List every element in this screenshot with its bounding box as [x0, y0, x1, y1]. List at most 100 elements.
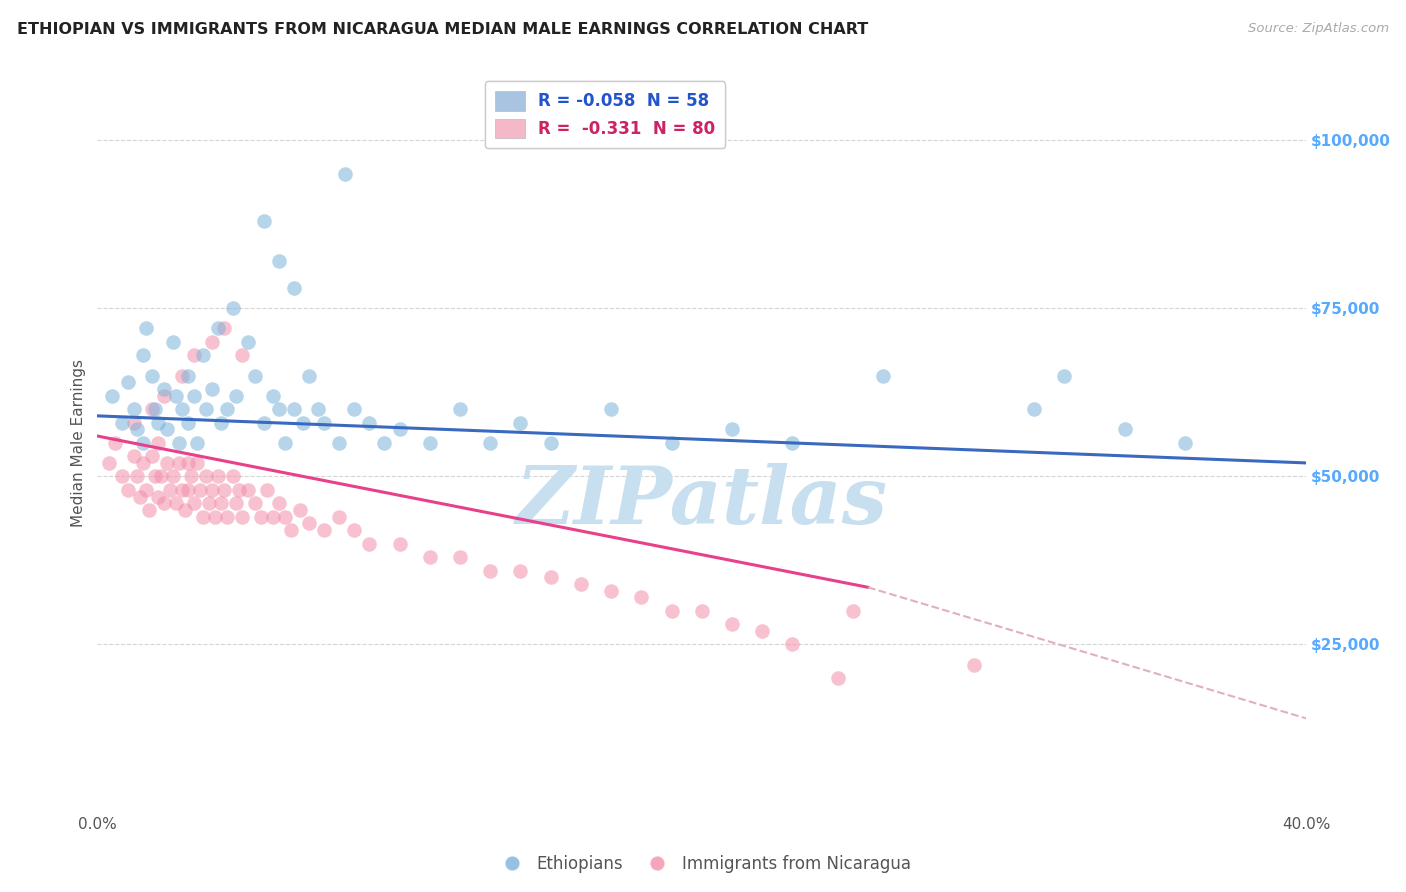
Point	[167, 435, 190, 450]
Point	[256, 483, 278, 497]
Point	[162, 469, 184, 483]
Point	[359, 536, 381, 550]
Point	[101, 389, 124, 403]
Point	[191, 348, 214, 362]
Point	[122, 449, 145, 463]
Point	[131, 435, 153, 450]
Point	[283, 281, 305, 295]
Point	[122, 416, 145, 430]
Point	[872, 368, 894, 383]
Point	[479, 435, 502, 450]
Point	[238, 334, 260, 349]
Point	[153, 496, 176, 510]
Text: ZIPatlas: ZIPatlas	[516, 463, 887, 541]
Point	[143, 469, 166, 483]
Point	[540, 435, 562, 450]
Point	[141, 368, 163, 383]
Point	[243, 368, 266, 383]
Point	[509, 416, 531, 430]
Point	[188, 483, 211, 497]
Point	[509, 564, 531, 578]
Point	[328, 435, 350, 450]
Point	[195, 469, 218, 483]
Point	[280, 523, 302, 537]
Y-axis label: Median Male Earnings: Median Male Earnings	[72, 359, 86, 527]
Point	[214, 321, 236, 335]
Point	[1024, 402, 1046, 417]
Point	[231, 509, 253, 524]
Point	[388, 422, 411, 436]
Point	[690, 604, 713, 618]
Point	[209, 416, 232, 430]
Point	[267, 496, 290, 510]
Point	[388, 536, 411, 550]
Point	[335, 167, 357, 181]
Point	[359, 416, 381, 430]
Point	[267, 254, 290, 268]
Point	[274, 509, 297, 524]
Point	[343, 402, 366, 417]
Point	[207, 469, 229, 483]
Point	[143, 402, 166, 417]
Point	[149, 469, 172, 483]
Text: ETHIOPIAN VS IMMIGRANTS FROM NICARAGUA MEDIAN MALE EARNINGS CORRELATION CHART: ETHIOPIAN VS IMMIGRANTS FROM NICARAGUA M…	[17, 22, 868, 37]
Point	[225, 496, 247, 510]
Point	[170, 402, 193, 417]
Point	[343, 523, 366, 537]
Point	[1174, 435, 1197, 450]
Point	[191, 509, 214, 524]
Point	[117, 376, 139, 390]
Point	[146, 490, 169, 504]
Point	[661, 604, 683, 618]
Point	[146, 416, 169, 430]
Point	[307, 402, 329, 417]
Point	[228, 483, 250, 497]
Point	[146, 435, 169, 450]
Point	[180, 469, 202, 483]
Point	[165, 496, 187, 510]
Point	[262, 509, 284, 524]
Point	[141, 449, 163, 463]
Point	[98, 456, 121, 470]
Point	[243, 496, 266, 510]
Point	[138, 503, 160, 517]
Point	[153, 382, 176, 396]
Point	[128, 490, 150, 504]
Point	[721, 617, 744, 632]
Point	[782, 435, 804, 450]
Point	[201, 382, 224, 396]
Point	[110, 469, 132, 483]
Point	[174, 503, 197, 517]
Point	[328, 509, 350, 524]
Point	[600, 583, 623, 598]
Point	[419, 550, 441, 565]
Point	[131, 348, 153, 362]
Point	[135, 483, 157, 497]
Legend: R = -0.058  N = 58, R =  -0.331  N = 80: R = -0.058 N = 58, R = -0.331 N = 80	[485, 81, 725, 148]
Point	[569, 577, 592, 591]
Point	[1114, 422, 1136, 436]
Point	[162, 334, 184, 349]
Point	[183, 348, 205, 362]
Text: Source: ZipAtlas.com: Source: ZipAtlas.com	[1249, 22, 1389, 36]
Point	[214, 483, 236, 497]
Point	[165, 389, 187, 403]
Point	[110, 416, 132, 430]
Point	[782, 637, 804, 651]
Point	[274, 435, 297, 450]
Point	[177, 456, 200, 470]
Point	[117, 483, 139, 497]
Point	[600, 402, 623, 417]
Point	[222, 469, 245, 483]
Point	[198, 496, 221, 510]
Point	[238, 483, 260, 497]
Point	[209, 496, 232, 510]
Point	[630, 591, 652, 605]
Point	[231, 348, 253, 362]
Point	[159, 483, 181, 497]
Point	[298, 368, 321, 383]
Point	[141, 402, 163, 417]
Point	[217, 509, 239, 524]
Point	[291, 416, 314, 430]
Point	[288, 503, 311, 517]
